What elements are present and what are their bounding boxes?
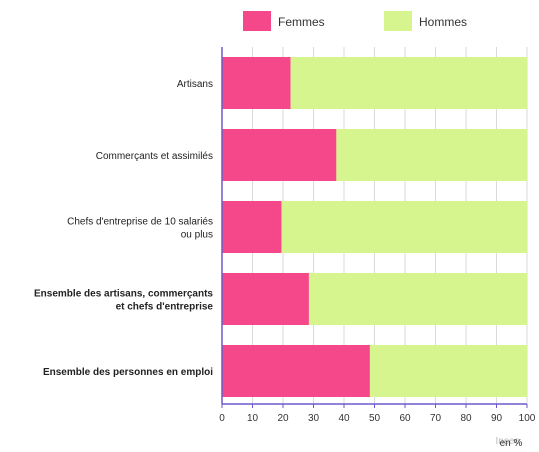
bar-femmes [222,129,337,181]
legend-label-femmes: Femmes [278,15,325,29]
bar-hommes [281,201,527,253]
bar-hommes [290,57,527,109]
bar-hommes [336,129,527,181]
x-tick-label: 100 [519,413,536,424]
x-tick-label: 10 [247,413,259,424]
x-tick-label: 50 [369,413,381,424]
bars [222,57,527,397]
bar-femmes [222,201,282,253]
legend-swatch-femmes [243,11,271,31]
x-axis-unit-label: en % [500,438,523,449]
legend-label-hommes: Hommes [419,15,467,29]
x-tick-label: 40 [338,413,350,424]
category-label: ou plus [181,230,213,241]
category-label: Artisans [177,79,213,90]
category-label: Ensemble des personnes en emploi [43,367,213,378]
category-label: Ensemble des artisans, commerçants [34,289,213,300]
credit-text: Insee [496,436,521,447]
bar-hommes [369,345,527,397]
bar-hommes [308,273,527,325]
bar-femmes [222,345,370,397]
category-label: Chefs d'entreprise de 10 salariés [67,217,213,228]
legend-swatch-hommes [384,11,412,31]
category-labels: Artisans Commerçants et assimilés Chefs d'… [34,79,213,378]
category-label: Commerçants et assimilés [96,151,213,162]
x-tick-label: 60 [399,413,411,424]
x-tick-label: 30 [308,413,320,424]
x-tick-label: 20 [277,413,289,424]
category-label: et chefs d'entreprise [116,302,214,313]
x-ticks: 0 10 20 30 40 50 60 70 80 90 100 [219,404,536,424]
x-tick-label: 0 [219,413,225,424]
x-tick-label: 80 [460,413,472,424]
bar-femmes [222,273,309,325]
legend: Femmes Hommes [243,11,467,31]
x-tick-label: 70 [430,413,442,424]
bar-femmes [222,57,291,109]
x-tick-label: 90 [491,413,503,424]
